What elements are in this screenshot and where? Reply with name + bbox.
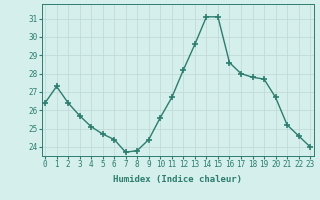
X-axis label: Humidex (Indice chaleur): Humidex (Indice chaleur): [113, 175, 242, 184]
